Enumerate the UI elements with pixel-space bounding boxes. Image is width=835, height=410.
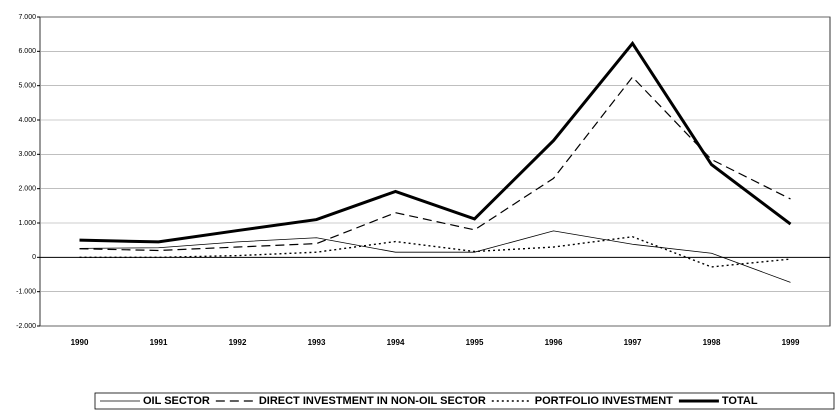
x-tick-label: 1999	[782, 338, 800, 347]
x-tick-label: 1995	[466, 338, 484, 347]
x-tick-label: 1994	[387, 338, 405, 347]
x-tick-label: 1996	[545, 338, 563, 347]
plot-area	[39, 16, 831, 327]
legend-label: PORTFOLIO INVESTMENT	[535, 395, 673, 407]
x-tick-label: 1991	[150, 338, 168, 347]
series-line	[79, 40, 792, 244]
series-line	[79, 236, 791, 268]
y-tick-label: -2.000	[16, 323, 36, 330]
y-tick-label: 3.000	[18, 151, 36, 158]
y-tick-label: 7.000	[18, 14, 36, 21]
legend-label: OIL SECTOR	[143, 395, 210, 407]
x-tick-label: 1997	[624, 338, 642, 347]
series-line	[79, 76, 791, 252]
y-tick-label: 0	[32, 254, 36, 261]
y-tick-label: 2.000	[18, 186, 36, 193]
y-tick-label: 1.000	[18, 220, 36, 227]
legend-label: TOTAL	[722, 395, 758, 407]
x-tick-label: 1998	[703, 338, 721, 347]
y-tick-label: 4.000	[18, 117, 36, 124]
y-tick-label: 6.000	[18, 48, 36, 55]
x-tick-label: 1992	[229, 338, 247, 347]
y-tick-label: 5.000	[18, 83, 36, 90]
y-tick-label: -1.000	[16, 289, 36, 296]
x-tick-label: 1990	[71, 338, 89, 347]
legend-label: DIRECT INVESTMENT IN NON-OIL SECTOR	[259, 395, 486, 407]
x-tick-label: 1993	[308, 338, 326, 347]
series-line	[79, 230, 791, 283]
legend-box	[94, 392, 835, 410]
